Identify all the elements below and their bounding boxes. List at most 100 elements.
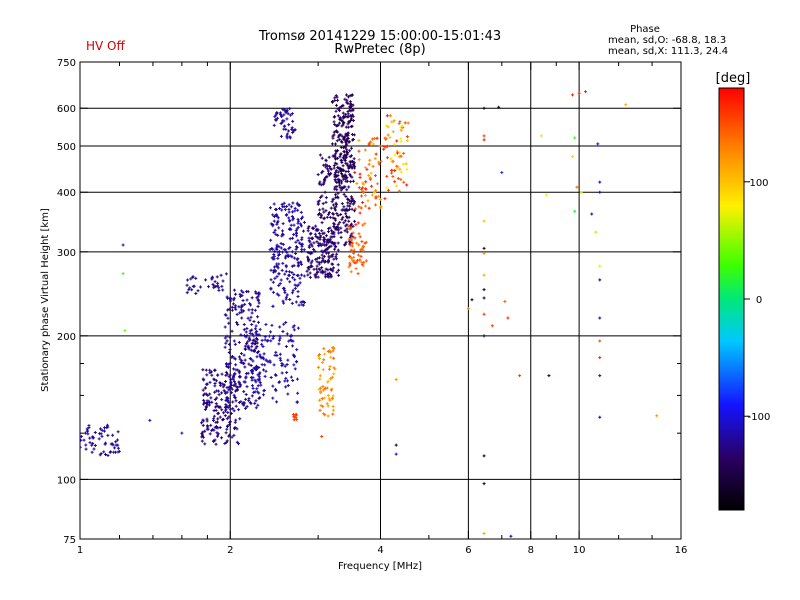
data-point xyxy=(347,166,351,170)
data-point xyxy=(350,236,354,240)
chart-subtitle: RwPretec (8p) xyxy=(334,42,425,57)
data-point xyxy=(90,450,94,454)
data-point xyxy=(322,216,326,220)
data-point xyxy=(328,367,332,371)
data-points xyxy=(80,90,659,538)
data-point xyxy=(333,99,337,103)
data-point xyxy=(201,433,205,437)
data-point xyxy=(242,334,246,338)
data-point xyxy=(346,95,350,99)
data-point xyxy=(399,177,403,181)
data-point xyxy=(340,159,344,163)
data-point xyxy=(349,113,353,117)
data-point xyxy=(220,436,224,440)
data-point xyxy=(266,338,270,342)
data-point xyxy=(200,421,204,425)
data-point xyxy=(318,256,322,260)
data-point xyxy=(235,427,239,431)
data-point xyxy=(256,315,260,319)
x-tick-label: 10 xyxy=(573,545,586,556)
data-point xyxy=(224,440,228,444)
data-point xyxy=(320,269,324,273)
data-point xyxy=(336,135,340,139)
data-point xyxy=(255,387,259,391)
data-point xyxy=(225,439,229,443)
data-point xyxy=(318,374,322,378)
data-point xyxy=(271,337,275,341)
data-point xyxy=(287,207,291,211)
data-point xyxy=(403,121,407,125)
data-point xyxy=(223,336,227,340)
data-point xyxy=(300,247,304,251)
data-point xyxy=(216,434,220,438)
data-point xyxy=(350,249,354,253)
data-point xyxy=(123,329,127,333)
data-point xyxy=(355,241,359,245)
data-point xyxy=(221,382,225,386)
data-point xyxy=(291,379,295,383)
data-point xyxy=(345,230,349,234)
data-point xyxy=(349,256,353,260)
data-point xyxy=(328,398,332,402)
data-point xyxy=(257,366,261,370)
data-point xyxy=(318,180,322,184)
data-point xyxy=(234,396,238,400)
data-point xyxy=(254,346,258,350)
data-point xyxy=(309,264,313,268)
data-point xyxy=(296,217,300,221)
data-point xyxy=(329,241,333,245)
data-point xyxy=(319,391,323,395)
data-point xyxy=(399,137,403,141)
data-point xyxy=(307,239,311,243)
data-point xyxy=(334,94,338,98)
data-point xyxy=(291,288,295,292)
data-point xyxy=(357,232,361,236)
data-point xyxy=(252,366,256,370)
data-point xyxy=(361,200,365,204)
data-point xyxy=(339,118,343,122)
data-point xyxy=(303,300,307,304)
data-point xyxy=(264,369,268,373)
data-point xyxy=(310,237,314,241)
data-point xyxy=(228,335,232,339)
data-point xyxy=(283,364,287,368)
data-point xyxy=(282,201,286,205)
data-point xyxy=(336,177,340,181)
data-point xyxy=(314,257,318,261)
data-point xyxy=(282,113,286,117)
data-point xyxy=(148,418,152,422)
data-point xyxy=(312,247,316,251)
data-point xyxy=(302,248,306,252)
data-point xyxy=(336,114,340,118)
data-point xyxy=(325,380,329,384)
data-point xyxy=(256,384,260,388)
data-point xyxy=(393,169,397,173)
data-point xyxy=(221,288,225,292)
data-point xyxy=(223,345,227,349)
data-point xyxy=(271,304,275,308)
data-point xyxy=(385,156,389,160)
data-point xyxy=(332,347,336,351)
data-point xyxy=(238,357,242,361)
data-point xyxy=(232,367,236,371)
data-point xyxy=(310,226,314,230)
data-point xyxy=(329,388,333,392)
data-point xyxy=(275,222,279,226)
data-point xyxy=(285,379,289,383)
data-point xyxy=(267,334,271,338)
data-point xyxy=(370,193,374,197)
data-point xyxy=(235,312,239,316)
data-point xyxy=(310,259,314,263)
data-point xyxy=(377,194,381,198)
data-point xyxy=(290,112,294,116)
data-point xyxy=(298,241,302,245)
data-point xyxy=(573,136,577,140)
data-point xyxy=(309,242,313,246)
data-point xyxy=(353,200,357,204)
data-point xyxy=(299,210,303,214)
data-point xyxy=(322,412,326,416)
data-point xyxy=(289,333,293,337)
data-point xyxy=(385,137,389,141)
data-point xyxy=(271,290,275,294)
data-point xyxy=(319,403,323,407)
